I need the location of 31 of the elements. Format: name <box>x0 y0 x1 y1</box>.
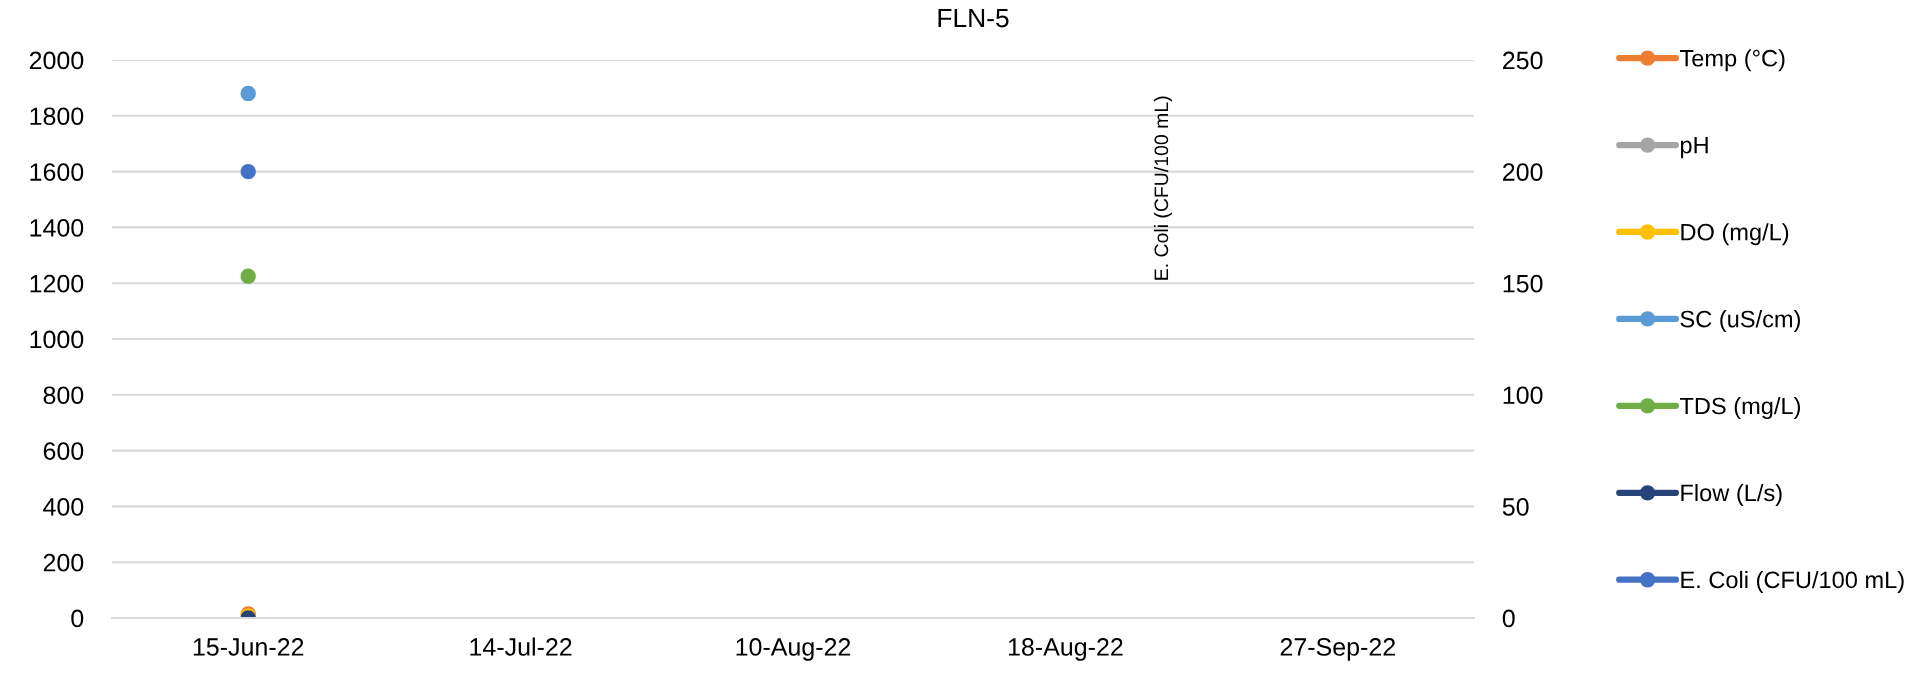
y-tick-label: 1000 <box>30 330 84 349</box>
y-tick-label: 800 <box>43 386 84 405</box>
y-tick-label: 600 <box>43 442 84 460</box>
legend-label: SC (uS/cm) <box>1680 310 1800 333</box>
legend-label: DO (mg/L) <box>1681 223 1789 246</box>
chart-title: FLN-5 <box>938 8 1009 28</box>
y2-tick-label: 0 <box>1502 609 1515 628</box>
y2-axis-title: E. Coli (CFU/100 mL) <box>1153 96 1173 280</box>
legend-label: Temp (°C) <box>1679 49 1785 72</box>
y2-tick-label: 100 <box>1503 386 1543 405</box>
y-tick-label: 0 <box>71 609 84 628</box>
x-tick-label: 27-Sep-22 <box>1280 638 1395 661</box>
y-tick-label: 2000 <box>29 51 84 70</box>
legend-label: pH <box>1680 137 1708 159</box>
legend-label: TDS (mg/L) <box>1679 397 1800 420</box>
y-tick-label: 200 <box>43 553 84 572</box>
x-tick-label: 18-Aug-22 <box>1008 638 1123 661</box>
legend-label: E. Coli (CFU/100 mL) <box>1681 570 1904 593</box>
x-tick-label: 10-Aug-22 <box>736 638 851 661</box>
y-tick-label: 1800 <box>30 107 84 126</box>
x-tick-label: 15-Jun-22 <box>193 638 304 656</box>
y-tick-label: 400 <box>43 498 84 516</box>
y2-tick-label: 50 <box>1502 498 1529 516</box>
y2-tick-label: 250 <box>1503 51 1543 70</box>
y2-tick-label: 200 <box>1503 163 1543 181</box>
y2-tick-label: 150 <box>1503 274 1543 293</box>
x-tick-label: 14-Jul-22 <box>470 637 572 656</box>
y-tick-label: 1200 <box>30 274 84 293</box>
y-tick-label: 1600 <box>30 163 84 181</box>
y-tick-label: 1400 <box>30 219 84 237</box>
legend-label: Flow (L/s) <box>1681 483 1782 506</box>
